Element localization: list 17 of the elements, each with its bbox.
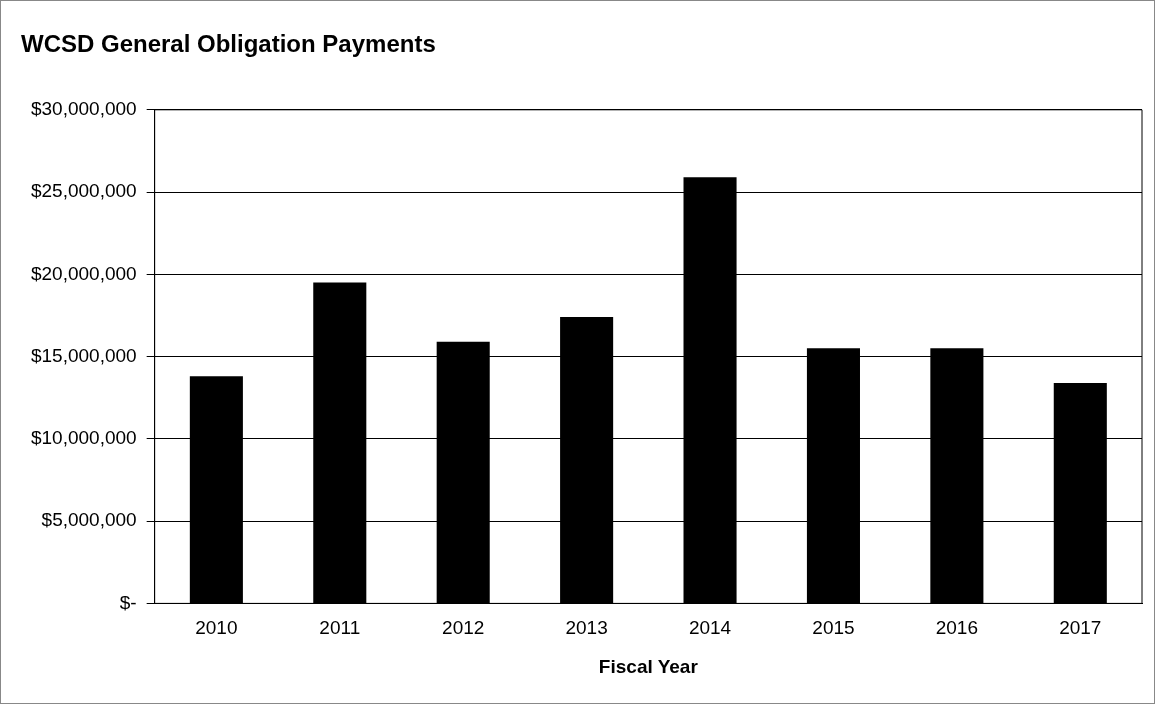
- x-tick-label: 2013: [565, 617, 608, 639]
- y-tick-label: $30,000,000: [30, 98, 137, 120]
- chart-title: WCSD General Obligation Payments: [21, 30, 436, 58]
- x-tick-label: 2012: [442, 617, 485, 639]
- x-tick-label: 2014: [688, 617, 732, 639]
- y-tick-label: $10,000,000: [30, 427, 137, 449]
- y-tick-label: $25,000,000: [30, 180, 137, 202]
- y-tick-label: $20,000,000: [30, 262, 137, 284]
- x-tick-label: 2011: [319, 617, 361, 639]
- x-tick-label: 2015: [812, 617, 855, 639]
- y-tick-label: $15,000,000: [30, 344, 137, 366]
- x-tick-label: 2017: [1059, 617, 1102, 639]
- y-tick-label: $5,000,000: [41, 509, 137, 531]
- x-tick-label: 2010: [195, 617, 238, 639]
- x-tick-label: 2016: [935, 617, 979, 639]
- y-tick-label: $-: [119, 591, 137, 613]
- x-axis-title: Fiscal Year: [598, 655, 699, 677]
